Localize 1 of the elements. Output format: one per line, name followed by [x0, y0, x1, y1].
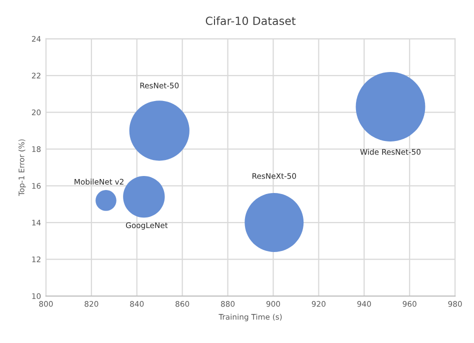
chart-title: Cifar-10 Dataset [206, 16, 296, 26]
